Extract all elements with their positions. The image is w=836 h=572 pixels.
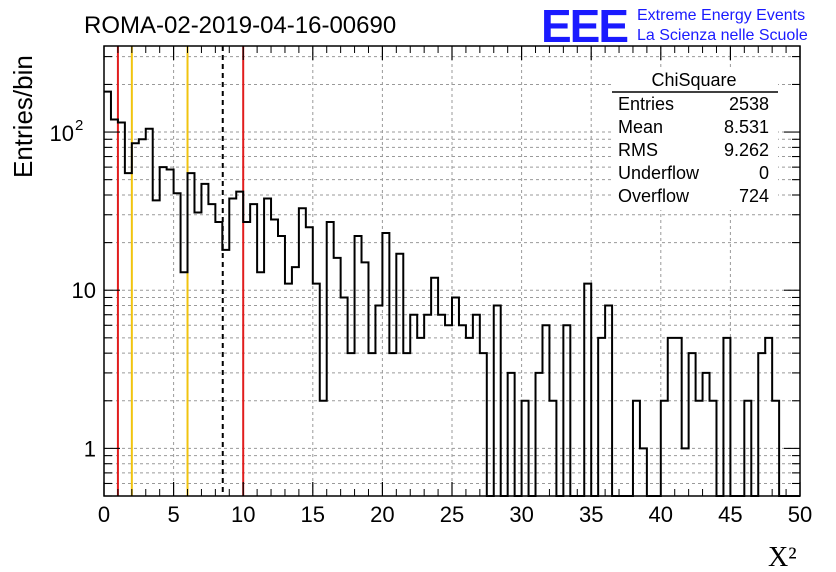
y-tick-exponent: 2 [75,117,83,134]
y-tick-label: 1 [84,436,96,461]
stats-title: ChiSquare [651,70,736,90]
x-tick-label: 30 [509,502,533,527]
y-tick-label: 10 [72,278,96,303]
stats-label-rms: RMS [618,140,658,160]
x-tick-labels: 0 5 10 15 20 25 30 35 40 45 50 [98,502,812,527]
x-tick-label: 15 [301,502,325,527]
stats-value-mean: 8.531 [724,117,769,137]
stats-value-entries: 2538 [729,94,769,114]
axis-ticks [103,46,801,497]
logo-line-2: La Scienza nelle Scuole [637,27,808,44]
y-axis-label: Entries/bin [8,55,38,178]
logo-line-1: Extreme Energy Events [637,7,805,24]
x-tick-label: 0 [98,502,110,527]
x-tick-label: 25 [440,502,464,527]
stats-label-underflow: Underflow [618,163,700,183]
stats-value-underflow: 0 [759,163,769,183]
x-tick-label: 5 [167,502,179,527]
stats-label-overflow: Overflow [618,186,690,206]
stats-value-overflow: 724 [739,186,769,206]
stats-label-entries: Entries [618,94,674,114]
stats-box: ChiSquare Entries 2538 Mean 8.531 RMS 9.… [612,68,778,210]
y-tick-label: 10 [50,121,74,146]
x-tick-label: 20 [370,502,394,527]
x-tick-label: 35 [579,502,603,527]
x-tick-label: 45 [718,502,742,527]
x-tick-label: 50 [788,502,812,527]
eee-logo: EEE [541,0,627,52]
x-tick-label: 40 [649,502,673,527]
x-axis-label: X² [768,542,797,572]
x-tick-label: 10 [231,502,255,527]
run-title: ROMA-02-2019-04-16-00690 [84,12,396,39]
histogram-outline [104,90,800,497]
stats-value-rms: 9.262 [724,140,769,160]
stats-label-mean: Mean [618,117,663,137]
